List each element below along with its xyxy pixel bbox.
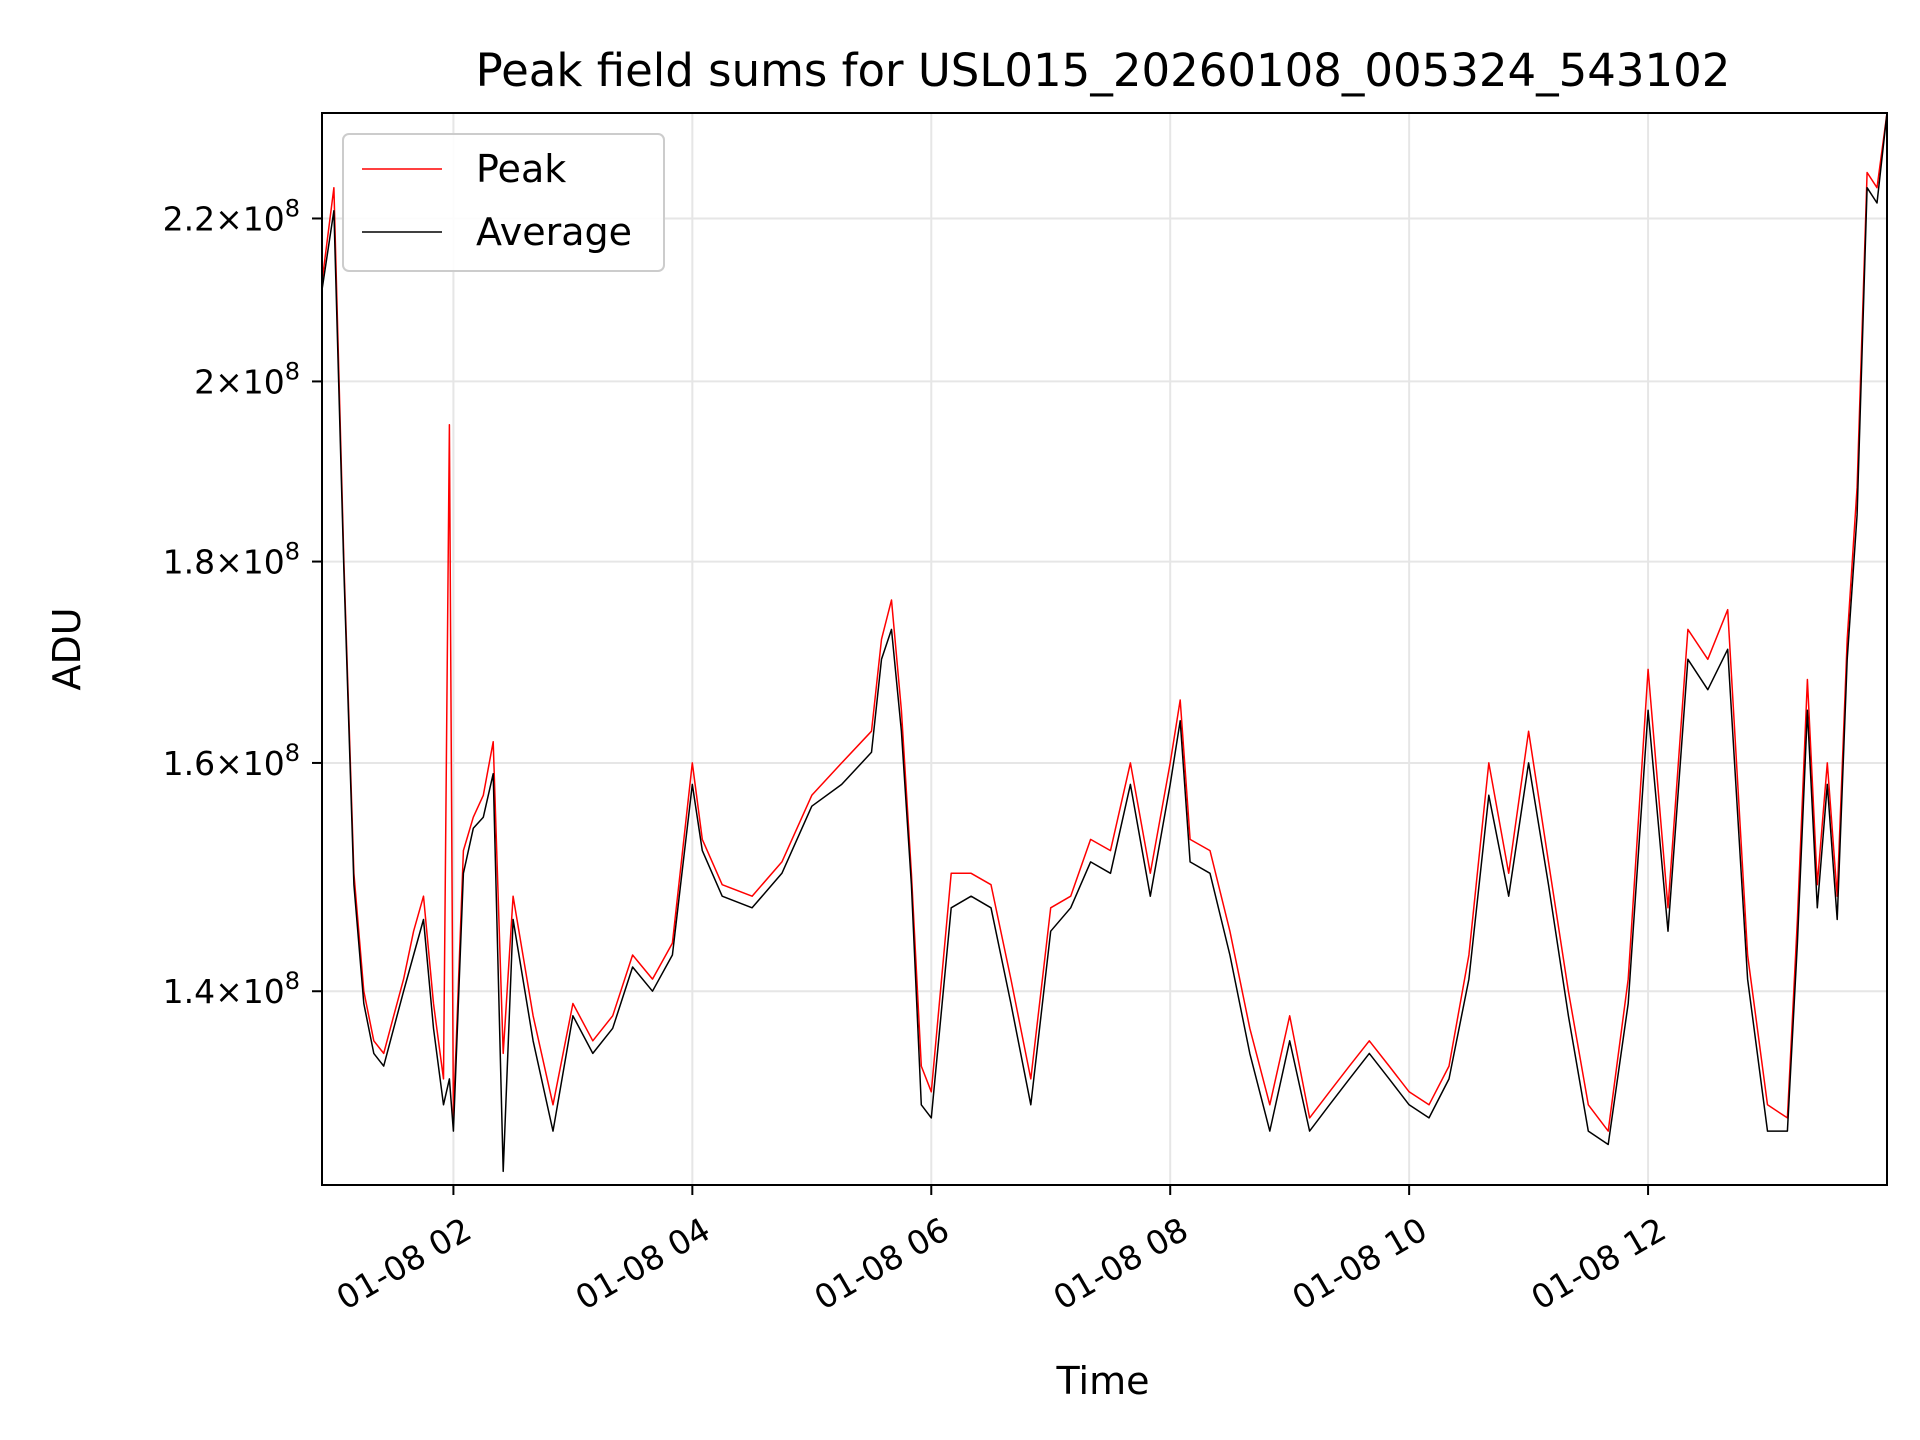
y-tick-exponent: 8 xyxy=(285,357,300,385)
series-line-average xyxy=(321,112,1888,1173)
y-tick-times: ×10 xyxy=(215,744,285,783)
y-tick-label: 1.4×108 xyxy=(163,967,300,1011)
grid-lines xyxy=(322,113,1887,1185)
legend-label-average: Average xyxy=(476,210,632,254)
legend: Peak Average xyxy=(342,133,665,272)
y-tick-mantissa: 1.6 xyxy=(163,744,215,783)
y-tick-exponent: 8 xyxy=(285,194,300,222)
y-tick-times: ×10 xyxy=(215,199,285,238)
chart-title: Peak field sums for USL015_20260108_0053… xyxy=(476,44,1731,97)
y-tick-times: ×10 xyxy=(215,362,285,401)
plot-series xyxy=(321,112,1888,1173)
y-tick-exponent: 8 xyxy=(285,967,300,995)
y-tick-times: ×10 xyxy=(215,972,285,1011)
y-tick-label: 1.6×108 xyxy=(163,739,300,783)
y-tick-mantissa: 2.2 xyxy=(163,199,215,238)
y-tick-label: 2.2×108 xyxy=(163,194,300,238)
y-tick-label: 2×108 xyxy=(194,357,300,401)
y-tick-times: ×10 xyxy=(215,543,285,582)
y-tick-label: 1.8×108 xyxy=(163,538,300,582)
y-tick-mantissa: 2 xyxy=(194,362,215,401)
y-tick-exponent: 8 xyxy=(285,739,300,767)
y-tick-exponent: 8 xyxy=(285,538,300,566)
plot-frame xyxy=(321,112,1888,1186)
series-line-peak xyxy=(321,112,1888,1132)
y-tick-mantissa: 1.8 xyxy=(163,543,215,582)
y-axis-label: ADU xyxy=(45,607,89,690)
legend-label-peak: Peak xyxy=(476,147,566,191)
y-tick-mantissa: 1.4 xyxy=(163,972,215,1011)
x-axis-label: Time xyxy=(1056,1359,1150,1403)
